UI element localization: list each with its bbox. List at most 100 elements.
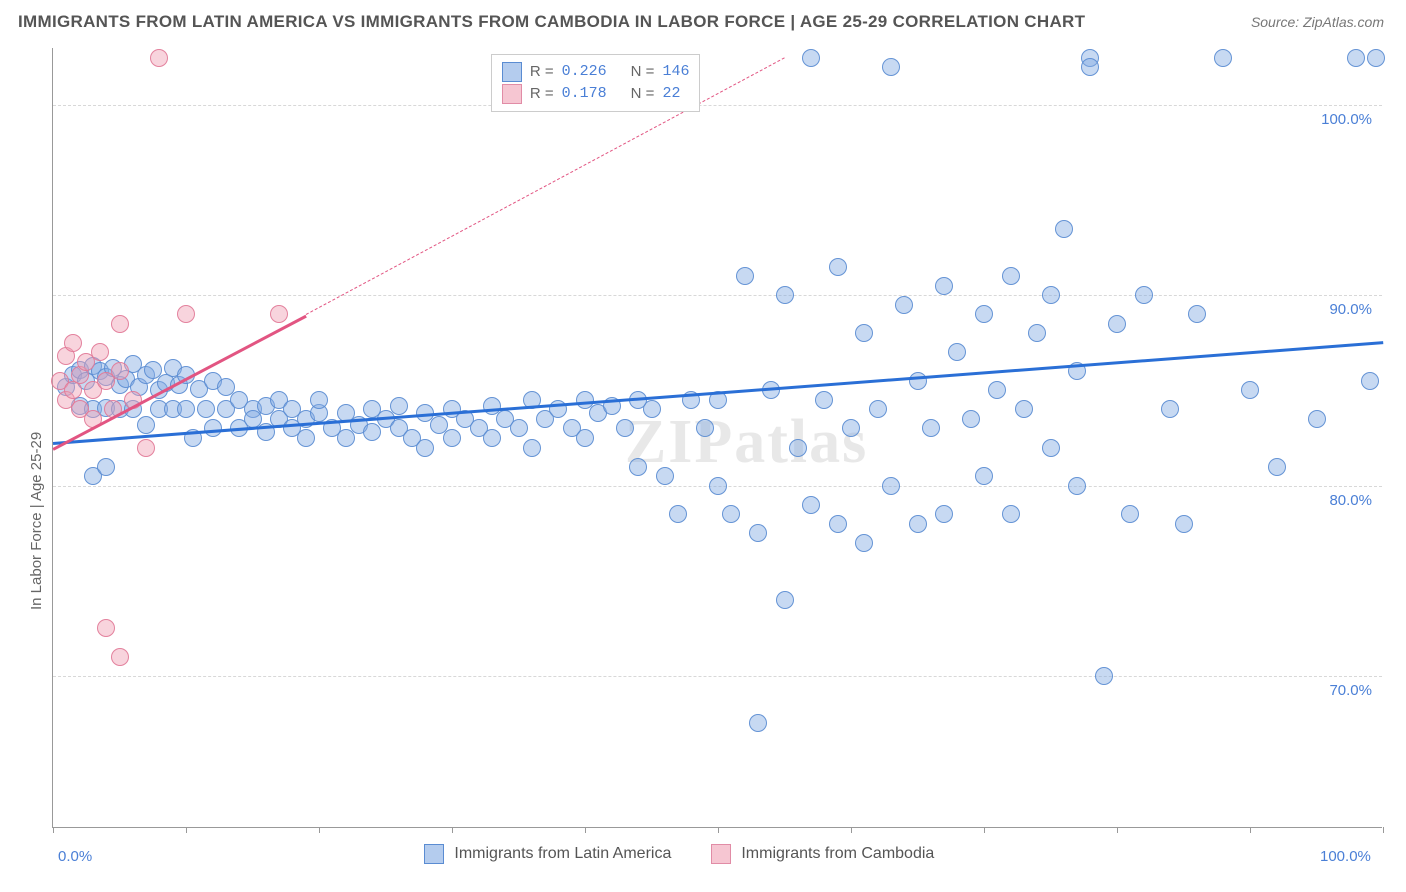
- data-point: [1161, 400, 1179, 418]
- r-label: R =: [530, 61, 554, 83]
- data-point: [935, 277, 953, 295]
- data-point: [91, 343, 109, 361]
- gridline: [53, 295, 1382, 296]
- data-point: [1367, 49, 1385, 67]
- data-point: [297, 429, 315, 447]
- source-label: Source: ZipAtlas.com: [1251, 14, 1384, 30]
- x-tick: [1383, 827, 1384, 833]
- legend-series-label: Immigrants from Latin America: [454, 845, 671, 863]
- data-point: [975, 467, 993, 485]
- data-point: [962, 410, 980, 428]
- data-point: [1175, 515, 1193, 533]
- data-point: [1241, 381, 1259, 399]
- n-label: N =: [631, 61, 655, 83]
- data-point: [111, 362, 129, 380]
- r-value: 0.178: [562, 83, 607, 105]
- data-point: [197, 400, 215, 418]
- legend-swatch: [711, 844, 731, 864]
- data-point: [443, 429, 461, 447]
- x-tick: [319, 827, 320, 833]
- data-point: [111, 315, 129, 333]
- data-point: [855, 324, 873, 342]
- data-point: [177, 305, 195, 323]
- data-point: [576, 429, 594, 447]
- stats-legend: R =0.226N =146R =0.178N = 22: [491, 54, 701, 112]
- data-point: [922, 419, 940, 437]
- data-point: [696, 419, 714, 437]
- data-point: [1081, 58, 1099, 76]
- y-tick-label: 90.0%: [1312, 301, 1372, 318]
- data-point: [815, 391, 833, 409]
- data-point: [935, 505, 953, 523]
- data-point: [895, 296, 913, 314]
- data-point: [789, 439, 807, 457]
- x-tick: [186, 827, 187, 833]
- data-point: [337, 429, 355, 447]
- data-point: [97, 619, 115, 637]
- data-point: [1002, 505, 1020, 523]
- data-point: [523, 439, 541, 457]
- x-tick: [452, 827, 453, 833]
- x-min-label: 0.0%: [58, 848, 92, 865]
- x-tick: [53, 827, 54, 833]
- legend-swatch: [502, 62, 522, 82]
- gridline: [53, 676, 1382, 677]
- n-value: 146: [662, 61, 689, 83]
- data-point: [416, 439, 434, 457]
- data-point: [1002, 267, 1020, 285]
- data-point: [855, 534, 873, 552]
- data-point: [1214, 49, 1232, 67]
- x-tick: [1250, 827, 1251, 833]
- data-point: [270, 305, 288, 323]
- x-tick: [718, 827, 719, 833]
- trend-line: [53, 341, 1383, 444]
- data-point: [882, 477, 900, 495]
- data-point: [111, 648, 129, 666]
- data-point: [1268, 458, 1286, 476]
- data-point: [736, 267, 754, 285]
- data-point: [802, 496, 820, 514]
- data-point: [363, 423, 381, 441]
- chart-title: IMMIGRANTS FROM LATIN AMERICA VS IMMIGRA…: [18, 12, 1085, 32]
- data-point: [150, 49, 168, 67]
- data-point: [64, 334, 82, 352]
- y-tick-label: 100.0%: [1312, 111, 1372, 128]
- data-point: [1042, 439, 1060, 457]
- data-point: [1135, 286, 1153, 304]
- data-point: [776, 286, 794, 304]
- data-point: [749, 714, 767, 732]
- y-tick-label: 70.0%: [1312, 682, 1372, 699]
- x-tick: [1117, 827, 1118, 833]
- scatter-plot: ZIPatlas: [52, 48, 1382, 828]
- n-label: N =: [631, 83, 655, 105]
- data-point: [1028, 324, 1046, 342]
- data-point: [669, 505, 687, 523]
- legend-swatch: [424, 844, 444, 864]
- data-point: [1095, 667, 1113, 685]
- data-point: [948, 343, 966, 361]
- data-point: [1347, 49, 1365, 67]
- data-point: [709, 477, 727, 495]
- data-point: [882, 58, 900, 76]
- data-point: [802, 49, 820, 67]
- legend-series-label: Immigrants from Cambodia: [741, 845, 934, 863]
- data-point: [137, 439, 155, 457]
- data-point: [829, 515, 847, 533]
- data-point: [1068, 477, 1086, 495]
- data-point: [1188, 305, 1206, 323]
- data-point: [988, 381, 1006, 399]
- data-point: [510, 419, 528, 437]
- data-point: [1361, 372, 1379, 390]
- data-point: [97, 458, 115, 476]
- data-point: [629, 458, 647, 476]
- data-point: [749, 524, 767, 542]
- y-tick-label: 80.0%: [1312, 492, 1372, 509]
- r-value: 0.226: [562, 61, 607, 83]
- data-point: [390, 397, 408, 415]
- data-point: [1055, 220, 1073, 238]
- data-point: [1308, 410, 1326, 428]
- data-point: [656, 467, 674, 485]
- data-point: [483, 429, 501, 447]
- data-point: [909, 515, 927, 533]
- x-tick: [585, 827, 586, 833]
